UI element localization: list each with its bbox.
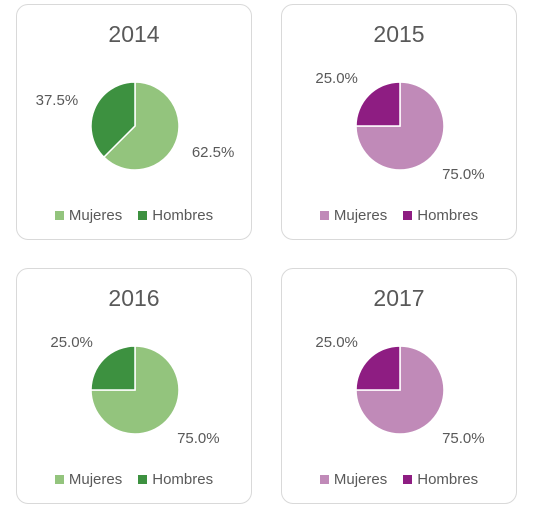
legend-label: Hombres [152, 471, 214, 488]
data-label-mujeres: 75.0% [177, 430, 220, 447]
legend-item-mujeres: Mujeres [319, 471, 388, 488]
legend-label: Mujeres [68, 471, 123, 488]
chart-card-2017: 2017 75.0% 25.0% Mujeres Hombres [281, 268, 517, 504]
legend-swatch [54, 475, 64, 484]
pie-chart: 75.0% 25.0% [50, 334, 220, 447]
legend-label: Mujeres [333, 207, 388, 224]
pie-chart: 75.0% 25.0% [315, 70, 485, 183]
legend-label: Hombres [417, 471, 479, 488]
pie-slice-mujeres [355, 345, 445, 435]
pie-slice-mujeres [355, 81, 445, 171]
pie-chart: 62.5% 37.5% [36, 81, 235, 171]
legend-item-hombres: Hombres [403, 471, 478, 488]
data-label-mujeres: 62.5% [192, 144, 235, 161]
legend-swatch [319, 211, 329, 220]
legend-label: Hombres [152, 207, 214, 224]
legend-label: Mujeres [333, 471, 388, 488]
legend: Mujeres Hombres [17, 471, 251, 488]
pie-slice-mujeres [90, 345, 180, 435]
legend-label: Hombres [417, 207, 479, 224]
data-label-hombres: 37.5% [36, 92, 79, 109]
legend: Mujeres Hombres [282, 471, 516, 488]
data-label-mujeres: 75.0% [442, 430, 485, 447]
data-label-hombres: 25.0% [50, 334, 93, 351]
legend-swatch [403, 211, 413, 220]
data-label-hombres: 25.0% [315, 334, 358, 351]
legend-label: Mujeres [68, 207, 123, 224]
legend-swatch [138, 475, 148, 484]
pie-slice-hombres [355, 81, 401, 127]
data-label-hombres: 25.0% [315, 70, 358, 87]
chart-title: 2016 [108, 285, 160, 311]
legend-item-mujeres: Mujeres [54, 471, 123, 488]
legend-swatch [403, 475, 413, 484]
chart-title: 2015 [373, 21, 425, 47]
pie-slice-hombres [90, 81, 136, 159]
chart-card-2016: 2016 75.0% 25.0% Mujeres Hombres [16, 268, 252, 504]
chart-title: 2017 [373, 285, 425, 311]
data-label-mujeres: 75.0% [442, 166, 485, 183]
legend-swatch [54, 211, 64, 220]
pie-slice-hombres [90, 345, 136, 391]
legend-swatch [138, 211, 148, 220]
pie-slice-hombres [355, 345, 401, 391]
pie-slice-mujeres [102, 81, 180, 171]
legend-item-mujeres: Mujeres [54, 207, 123, 224]
chart-card-2014: 2014 62.5% 37.5% Mujeres Hombres [16, 4, 252, 240]
chart-card-2015: 2015 75.0% 25.0% Mujeres Hombres [281, 4, 517, 240]
legend-item-mujeres: Mujeres [319, 207, 388, 224]
chart-title: 2014 [108, 21, 160, 47]
pie-chart: 75.0% 25.0% [315, 334, 485, 447]
legend-item-hombres: Hombres [138, 207, 213, 224]
legend: Mujeres Hombres [282, 207, 516, 224]
legend: Mujeres Hombres [17, 207, 251, 224]
legend-item-hombres: Hombres [403, 207, 478, 224]
legend-swatch [319, 475, 329, 484]
legend-item-hombres: Hombres [138, 471, 213, 488]
